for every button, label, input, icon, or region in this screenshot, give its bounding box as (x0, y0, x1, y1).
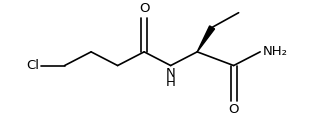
Text: O: O (228, 103, 239, 116)
Polygon shape (197, 26, 214, 52)
Text: NH₂: NH₂ (263, 45, 288, 58)
Text: O: O (139, 2, 149, 15)
Text: Cl: Cl (26, 59, 39, 72)
Text: H: H (166, 76, 176, 89)
Text: N: N (166, 67, 176, 80)
